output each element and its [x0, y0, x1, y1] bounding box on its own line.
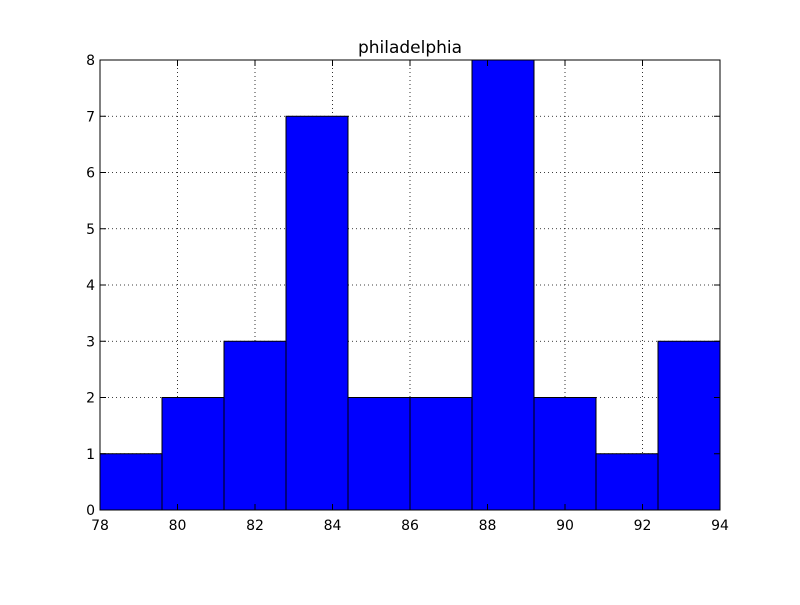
- x-tick-label: 80: [169, 518, 187, 534]
- x-tick-label: 88: [479, 518, 497, 534]
- histogram-bar: [409, 397, 473, 511]
- histogram-bars: [99, 59, 721, 511]
- histogram-bar: [595, 453, 659, 511]
- x-tick-label: 86: [401, 518, 419, 534]
- histogram-bar: [223, 340, 287, 511]
- y-tick-label: 8: [86, 53, 95, 69]
- histogram-bar: [533, 397, 597, 511]
- x-tick-label: 90: [556, 518, 574, 534]
- x-tick-label: 94: [711, 518, 729, 534]
- x-tick-label: 92: [634, 518, 652, 534]
- chart-title: philadelphia: [358, 38, 462, 58]
- histogram-bar: [657, 340, 721, 511]
- x-tick-label: 84: [324, 518, 342, 534]
- x-tick-label: 78: [91, 518, 109, 534]
- histogram-bar: [471, 59, 535, 511]
- histogram-bar: [161, 397, 225, 511]
- y-tick-label: 7: [86, 109, 95, 125]
- y-tick-label: 2: [86, 391, 95, 407]
- histogram-bar: [285, 115, 349, 511]
- y-tick-label: 4: [86, 278, 95, 294]
- y-tick-label: 3: [86, 334, 95, 350]
- x-tick-label: 82: [246, 518, 264, 534]
- histogram-bar: [347, 397, 411, 511]
- y-tick-label: 5: [86, 222, 95, 238]
- y-tick-label: 6: [86, 166, 95, 182]
- histogram-bar: [99, 453, 163, 511]
- y-tick-label: 0: [86, 503, 95, 519]
- axis-ticks: [99, 59, 721, 511]
- y-tick-label: 1: [86, 447, 95, 463]
